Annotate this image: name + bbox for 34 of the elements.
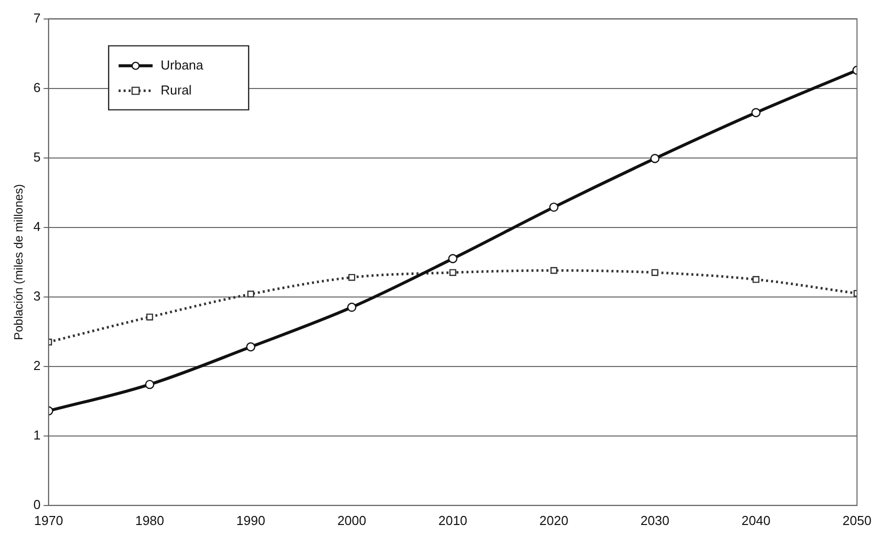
- point: [347, 302, 356, 312]
- y-tick-label: 0: [33, 496, 41, 512]
- point: [751, 108, 761, 118]
- point: [348, 274, 356, 281]
- x-tick-label: 2020: [539, 512, 568, 528]
- x-tick-label: 2040: [741, 512, 770, 528]
- x-tick-label: 1980: [135, 512, 164, 528]
- x-tick-label: 2050: [842, 512, 872, 528]
- point: [449, 269, 456, 276]
- point: [651, 269, 658, 276]
- y-tick-label: 1: [33, 427, 41, 442]
- point: [146, 314, 154, 320]
- y-tick-label: 2: [33, 358, 41, 373]
- y-tick-label: 6: [33, 80, 41, 95]
- point: [145, 380, 154, 390]
- x-tick-label: 1990: [236, 512, 266, 528]
- point: [650, 154, 660, 164]
- legend-label: Rural: [160, 82, 192, 98]
- y-axis-title: Población (miles de millones): [12, 184, 26, 340]
- point: [247, 290, 254, 298]
- point: [550, 267, 558, 274]
- point: [549, 202, 558, 212]
- x-tick-label: 2010: [438, 512, 468, 528]
- point: [752, 276, 760, 283]
- legend-label: Urbana: [160, 57, 204, 72]
- point: [448, 254, 458, 264]
- x-tick-label: 1970: [34, 512, 64, 528]
- y-tick-label: 7: [33, 10, 41, 26]
- y-tick-label: 3: [33, 288, 41, 304]
- x-tick-label: 2030: [640, 512, 670, 528]
- x-tick-label: 2000: [337, 512, 366, 528]
- point: [246, 342, 256, 352]
- y-tick-label: 5: [33, 149, 41, 164]
- y-tick-label: 4: [33, 218, 41, 234]
